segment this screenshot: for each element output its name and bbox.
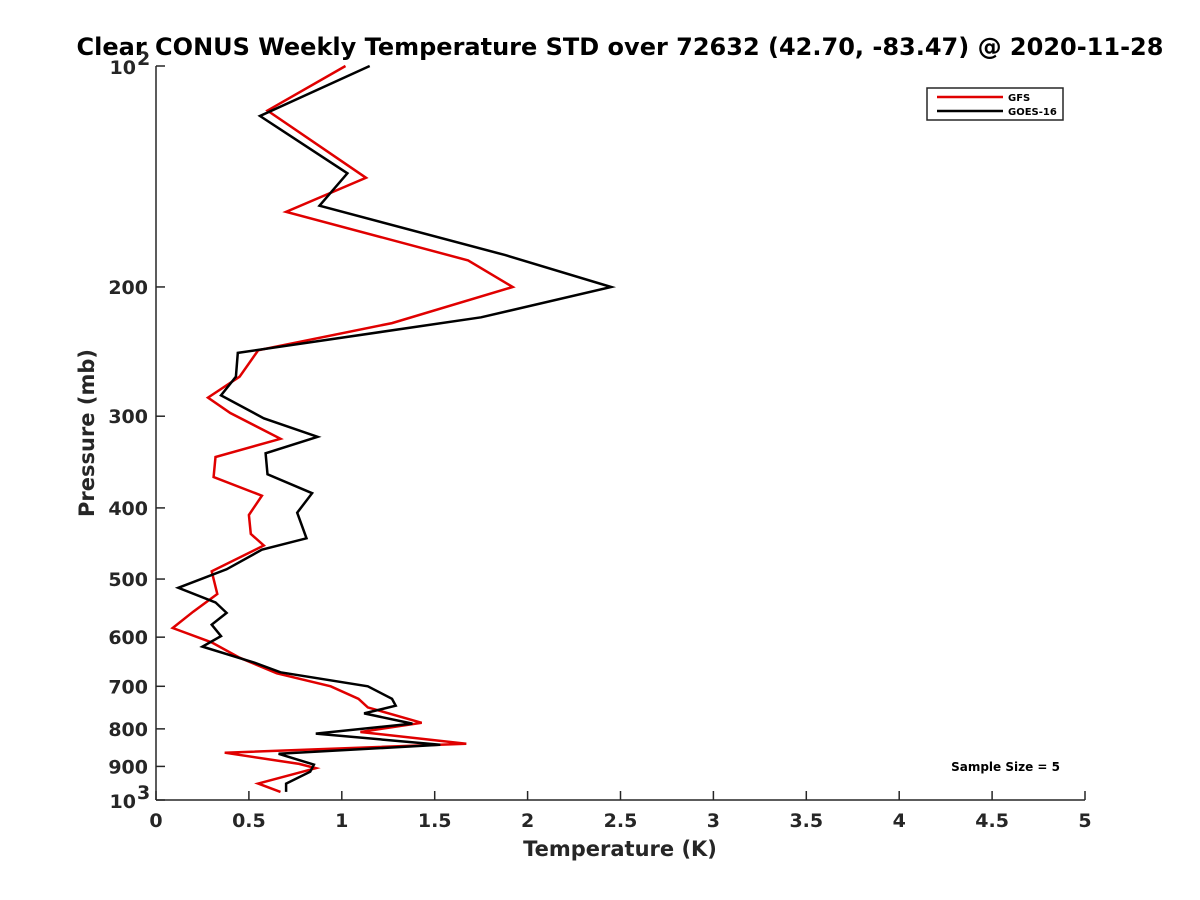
x-tick-label: 4 [893,810,906,832]
y-tick-label: 800 [108,719,148,741]
y-tick-label: 300 [108,406,148,428]
x-tick-label: 0 [149,810,162,832]
x-tick-label: 1 [335,810,348,832]
x-axis-label: Temperature (K) [523,837,717,861]
y-axis-label: Pressure (mb) [75,349,99,517]
x-tick-label: 5 [1078,810,1091,832]
y-tick-exponent: 3 [137,782,150,804]
series-line-gfs [170,64,516,794]
sample-size-annotation: Sample Size = 5 [951,760,1060,774]
x-tick-label: 2.5 [604,810,638,832]
x-tick-label: 1.5 [418,810,452,832]
y-tick-label: 900 [108,756,148,778]
y-tick-label: 200 [108,277,148,299]
y-tick-label: 500 [108,569,148,591]
legend: GFS GOES-16 [926,87,1064,121]
chart-title: Clear CONUS Weekly Temperature STD over … [77,33,1164,61]
x-tick-label: 4.5 [975,810,1009,832]
y-tick-label: 700 [108,676,148,698]
series-line-goes-16 [174,64,617,792]
x-tick-label: 3.5 [789,810,823,832]
x-axis: 0 0.5 1 1.5 2 2.5 3 3.5 4 4.5 5 [149,791,1092,832]
y-tick-label: 600 [108,627,148,649]
x-tick-label: 3 [707,810,720,832]
y-tick-label: 400 [108,498,148,520]
legend-label: GFS [1008,93,1030,104]
y-tick-label: 10 [110,57,136,79]
x-tick-label: 0.5 [232,810,266,832]
x-tick-label: 2 [521,810,534,832]
y-tick-label: 10 [110,791,136,813]
series-lines [170,64,617,794]
legend-box [926,87,1064,121]
legend-label: GOES-16 [1008,107,1057,118]
y-tick-exponent: 2 [137,48,150,70]
